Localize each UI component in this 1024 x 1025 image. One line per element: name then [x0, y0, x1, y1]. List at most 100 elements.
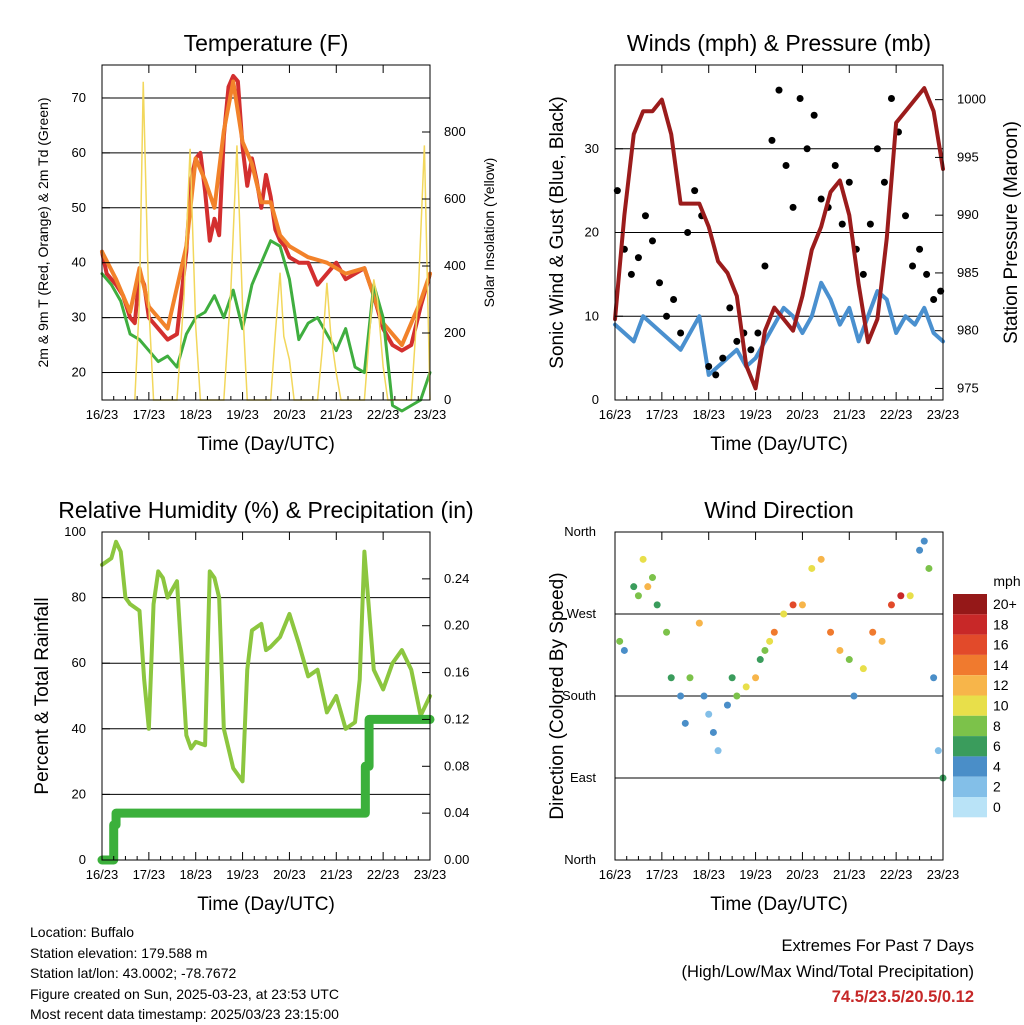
y-tick-label: South [562, 688, 596, 703]
point-dir [925, 564, 933, 572]
y-tick-label: 60 [72, 145, 86, 160]
y-right-tick-label: 0.16 [444, 665, 469, 680]
x-tick-label: 19/23 [739, 867, 772, 882]
point-dir [845, 656, 853, 664]
y-right-tick-label: 400 [444, 258, 466, 273]
colorbar-swatch [953, 695, 987, 716]
point-gust [810, 111, 818, 119]
y-right-tick-label: 980 [957, 323, 979, 338]
point-dir [733, 692, 741, 700]
x-axis-label: Time (Day/UTC) [197, 894, 335, 915]
y-right-tick-label: 0.04 [444, 805, 469, 820]
x-tick-label: 16/23 [86, 407, 119, 422]
x-tick-label: 19/23 [226, 407, 259, 422]
x-tick-label: 17/23 [646, 407, 679, 422]
x-tick-label: 22/23 [367, 867, 400, 882]
point-dir [700, 692, 708, 700]
elevation-text: Station elevation: 179.588 m [30, 944, 208, 961]
colorbar-label: 10 [993, 698, 1009, 714]
point-gust [789, 203, 797, 211]
colorbar-label: 14 [993, 657, 1009, 673]
y-tick-label: North [564, 524, 596, 539]
x-tick-label: 20/23 [786, 867, 819, 882]
x-tick-label: 18/23 [179, 867, 212, 882]
point-gust [845, 178, 853, 186]
series-pressure [613, 86, 945, 391]
extremes-subtitle: (High/Low/Max Wind/Total Precipitation) [681, 962, 974, 981]
x-tick-label: 21/23 [320, 867, 353, 882]
chart-title: Wind Direction [704, 497, 854, 523]
y-tick-label: East [570, 770, 596, 785]
y-right-tick-label: 200 [444, 325, 466, 340]
x-tick-label: 18/23 [692, 407, 725, 422]
point-gust [747, 346, 755, 354]
point-gust [761, 262, 769, 270]
point-gust [880, 178, 888, 186]
point-gust [838, 220, 846, 228]
point-dir [742, 683, 750, 691]
colorbar-label: 12 [993, 677, 1009, 693]
y-tick-label: 10 [585, 308, 599, 323]
point-gust [831, 162, 839, 169]
point-gust [916, 245, 924, 253]
point-dir [709, 728, 717, 736]
y-right-tick-label: 800 [444, 124, 466, 139]
colorbar-label: 16 [993, 637, 1009, 653]
x-axis-label: Time (Day/UTC) [197, 434, 335, 455]
point-gust [782, 162, 790, 169]
point-dir [850, 692, 858, 700]
point-gust [803, 145, 811, 153]
colorbar-swatch [953, 715, 987, 737]
panel-winds: Winds (mph) & Pressure (mb) 16/23 17/23 18/… [547, 30, 1022, 455]
colorbar-label: 18 [993, 616, 1009, 632]
chart-title: Temperature (F) [184, 30, 349, 56]
location-text: Location: Buffalo [30, 924, 135, 940]
y-right-axis-label: Station Pressure (Maroon) [1001, 121, 1022, 344]
point-dir [681, 719, 689, 727]
panel-humidity: Relative Humidity (%) & Precipitation (i… [32, 497, 474, 915]
y-right-tick-label: 0.24 [444, 571, 469, 586]
point-gust [873, 145, 881, 153]
colorbar-swatch [953, 776, 987, 797]
series-t9m [100, 79, 432, 348]
y-tick-label: 50 [72, 200, 86, 215]
point-dir [817, 555, 825, 563]
x-tick-label: 18/23 [179, 407, 212, 422]
point-gust [663, 312, 671, 320]
point-dir [930, 674, 938, 682]
point-gust [691, 187, 699, 195]
point-dir [695, 619, 703, 627]
point-dir [798, 601, 806, 609]
point-gust [726, 304, 734, 312]
colorbar-swatch [953, 736, 987, 757]
x-tick-label: 23/23 [414, 867, 447, 882]
x-tick-label: 23/23 [927, 407, 960, 422]
x-tick-label: 18/23 [692, 867, 725, 882]
point-dir [644, 583, 652, 591]
colorbar-label: 20+ [993, 596, 1017, 612]
point-dir [728, 674, 736, 682]
x-tick-label: 21/23 [833, 407, 866, 422]
y-right-tick-label: 985 [957, 265, 979, 280]
x-tick-label: 22/23 [880, 867, 913, 882]
series-precip [97, 714, 435, 865]
point-gust [775, 86, 783, 94]
x-tick-label: 17/23 [646, 867, 679, 882]
series-solar [134, 81, 431, 401]
point-dir [920, 537, 928, 545]
point-dir [714, 747, 722, 755]
y-tick-label: 70 [72, 90, 86, 105]
point-dir [620, 646, 628, 654]
x-tick-label: 19/23 [739, 407, 772, 422]
point-dir [770, 628, 778, 636]
point-gust [627, 270, 635, 278]
y-axis-label: Sonic Wind & Gust (Blue, Black) [547, 96, 568, 368]
point-gust [859, 270, 867, 278]
y-right-tick-label: 0 [444, 392, 451, 407]
y-tick-label: 30 [585, 141, 599, 156]
point-dir [616, 637, 624, 645]
x-tick-label: 22/23 [880, 407, 913, 422]
colorbar-label: 4 [993, 758, 1001, 774]
y-tick-label: 0 [592, 392, 599, 407]
y-tick-label: 100 [64, 524, 86, 539]
